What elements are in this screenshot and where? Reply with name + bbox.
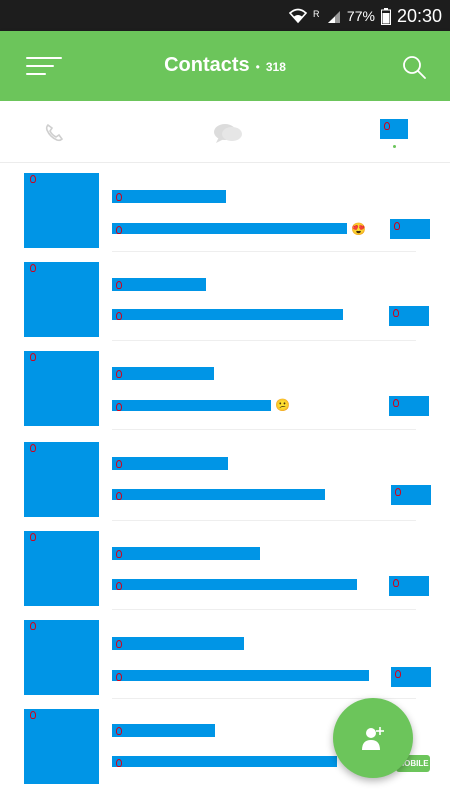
contact-badge [389, 396, 429, 416]
contact-badge [391, 667, 431, 687]
avatar[interactable] [24, 262, 99, 337]
page-title: Contacts [164, 54, 250, 76]
phone-icon [45, 123, 64, 142]
contact-badge [389, 306, 429, 326]
contact-row[interactable] [0, 699, 450, 788]
active-tab-dot [392, 144, 396, 148]
contact-name [112, 547, 260, 560]
contact-name [112, 367, 214, 380]
contact-status [112, 756, 337, 767]
clock: 20:30 [396, 5, 442, 26]
tab-bar [0, 101, 450, 163]
battery-percent: 77% [346, 8, 375, 24]
search-icon[interactable] [402, 55, 426, 79]
contact-count: 318 [265, 60, 286, 74]
wifi-icon [288, 8, 307, 24]
contact-status [112, 489, 325, 500]
contact-status [112, 309, 343, 320]
contact-status [112, 400, 271, 411]
chat-bubbles-icon [214, 124, 242, 143]
contact-badge [389, 576, 429, 596]
contact-name [112, 637, 244, 650]
status-bar: R 77% 20:30 [0, 0, 450, 31]
contact-row[interactable] [0, 521, 450, 610]
avatar[interactable] [24, 531, 99, 606]
svg-text:R: R [313, 9, 320, 19]
signal-icon [327, 11, 340, 23]
app-bar: Contacts • 318 [0, 31, 450, 101]
contact-status [112, 223, 347, 234]
add-contact-button[interactable] [333, 698, 413, 778]
contact-status [112, 670, 369, 681]
contact-status [112, 579, 357, 590]
contact-name [112, 278, 206, 291]
contact-row[interactable] [0, 610, 450, 699]
battery-icon [380, 7, 391, 25]
menu-icon[interactable] [26, 54, 62, 78]
tab-chats[interactable] [198, 111, 258, 155]
avatar[interactable] [24, 173, 99, 248]
contact-badge [390, 219, 430, 239]
roaming-icon: R [313, 9, 320, 19]
tab-contacts[interactable] [364, 111, 424, 155]
contact-name [112, 190, 226, 203]
avatar[interactable] [24, 709, 99, 784]
contact-name [112, 457, 228, 470]
tab-calls[interactable] [24, 111, 84, 155]
title-separator: • [255, 60, 260, 74]
contact-name [112, 724, 215, 737]
contact-row[interactable]: 😕 [0, 341, 450, 430]
avatar[interactable] [24, 351, 99, 426]
avatar[interactable] [24, 620, 99, 695]
contact-row[interactable] [0, 252, 450, 341]
contact-row[interactable]: 😍 [0, 163, 450, 252]
contacts-icon [380, 118, 408, 139]
add-contact-icon [362, 727, 384, 750]
contact-badge [391, 485, 431, 505]
avatar[interactable] [24, 442, 99, 517]
title-group: Contacts • 318 [0, 54, 450, 77]
smiling-emoji-icon: 😍 [351, 222, 366, 236]
contact-row[interactable] [0, 432, 450, 521]
confused-emoji-icon: 😕 [275, 398, 290, 412]
